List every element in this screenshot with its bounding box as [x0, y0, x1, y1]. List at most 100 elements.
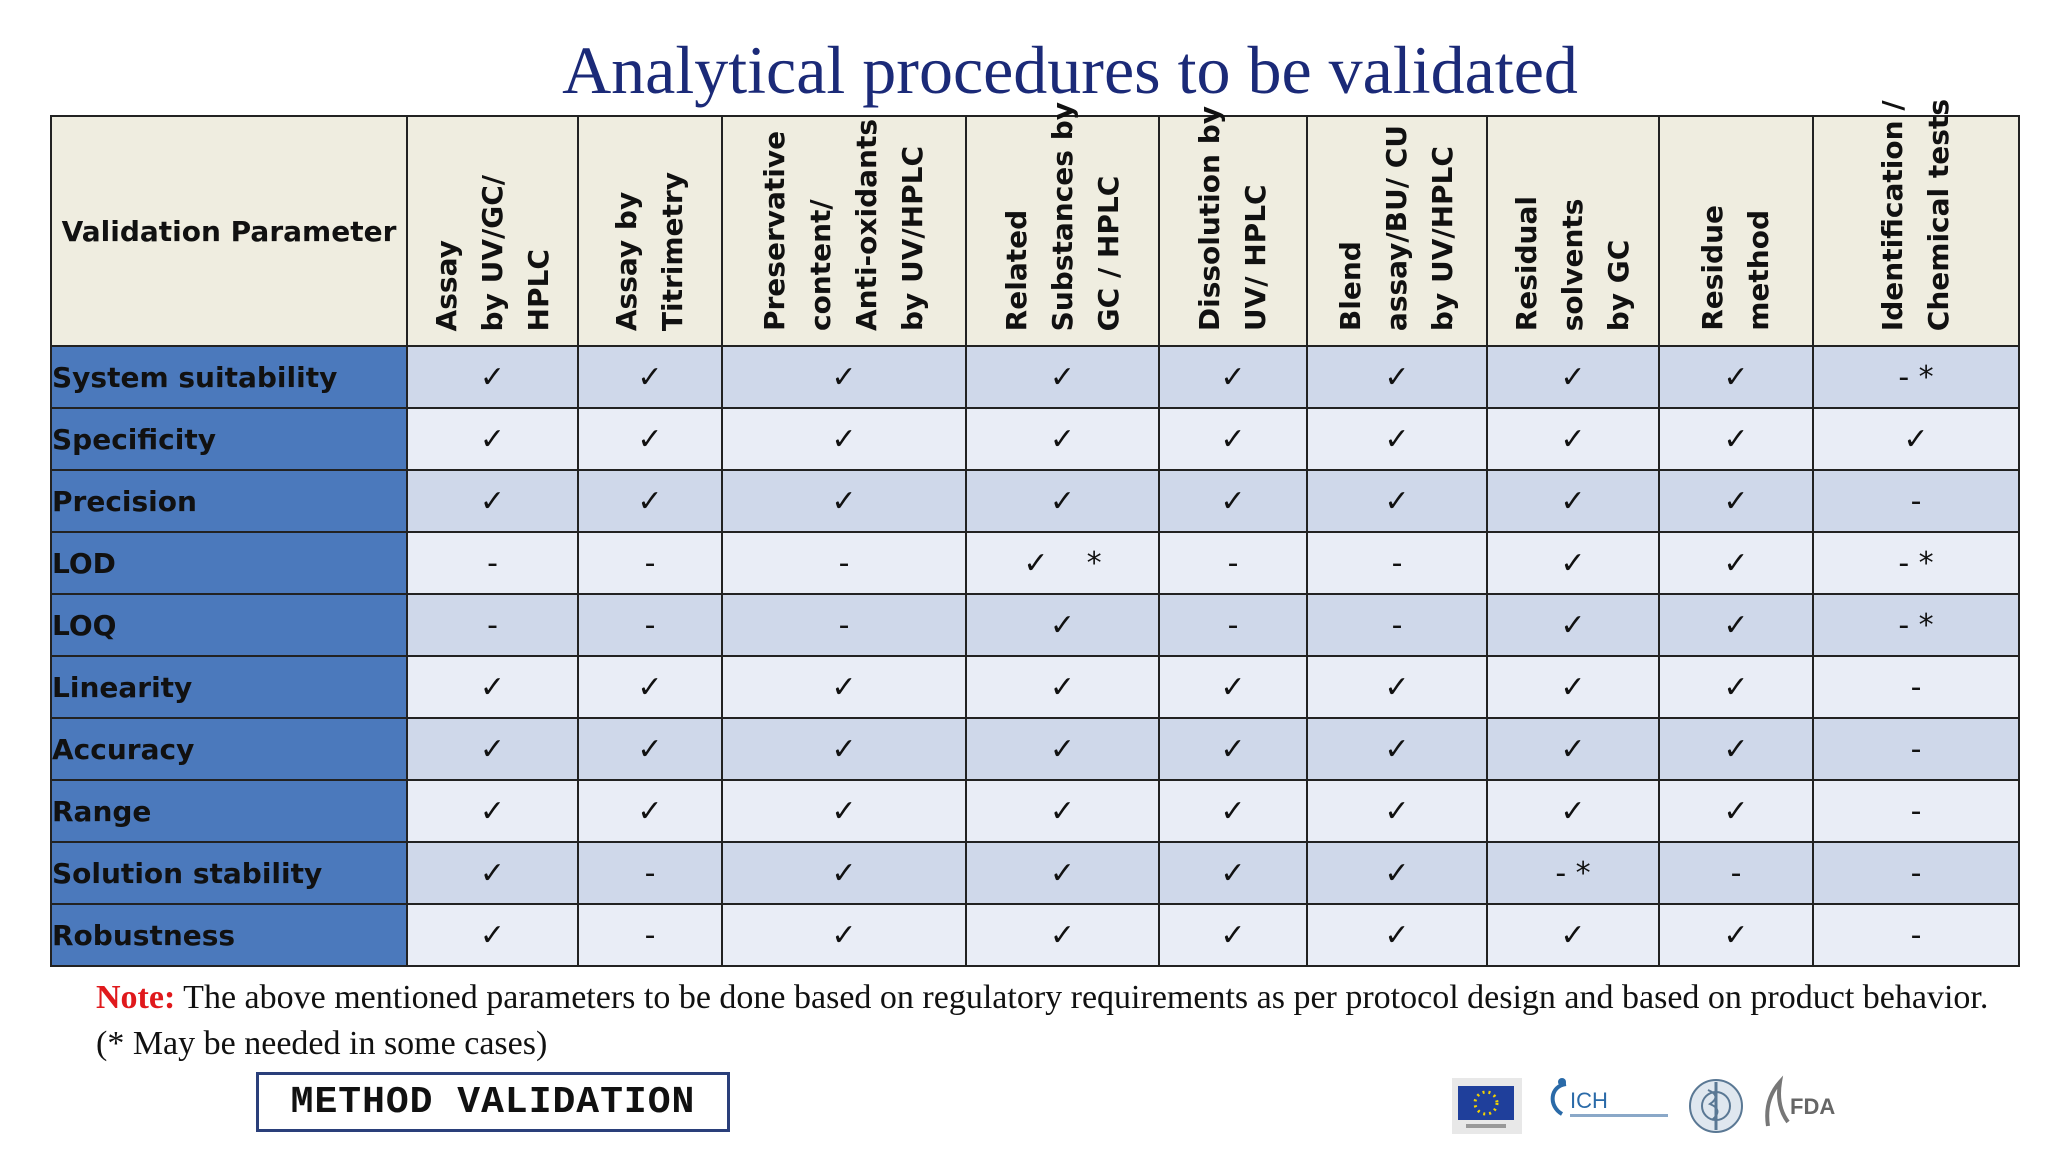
table-cell: ✓ — [1658, 345, 1814, 409]
table-cell: ✓ — [1306, 655, 1488, 719]
table-cell: ✓ — [721, 717, 967, 781]
table-cell: - — [406, 531, 579, 595]
table-cell: ✓ * — [965, 531, 1160, 595]
table-row: Accuracy ✓ ✓ ✓ ✓ ✓ ✓ ✓ ✓ - — [50, 717, 2020, 781]
note-label: Note: — [96, 979, 176, 1016]
table-cell: ✓ — [965, 903, 1160, 967]
table-cell: ✓ — [721, 407, 967, 471]
column-header-label: Blend assay/BU/ CU by UV/HPLC — [1334, 124, 1459, 331]
table-cell: ✓ — [577, 469, 723, 533]
column-header-label: Dissolution by UV/ HPLC — [1193, 105, 1272, 331]
table-cell: ✓ — [1812, 407, 2020, 471]
table-cell: - — [577, 593, 723, 657]
table-cell: ✓ — [721, 841, 967, 905]
table-cell: ✓ — [965, 717, 1160, 781]
table-cell: ✓ — [406, 841, 579, 905]
column-header: Blend assay/BU/ CU by UV/HPLC — [1306, 115, 1488, 347]
table-cell: - — [1158, 593, 1308, 657]
table-cell: ✓ — [965, 345, 1160, 409]
table-cell: ✓ — [1158, 841, 1308, 905]
table-cell: ✓ — [1658, 593, 1814, 657]
footnote: Note: The above mentioned parameters to … — [96, 975, 1996, 1067]
table-cell: - — [721, 593, 967, 657]
page-title: Analytical procedures to be validated — [562, 32, 1578, 108]
table-row: Solution stability ✓ - ✓ ✓ ✓ ✓ - * - - — [50, 841, 2020, 905]
table-cell: ✓ — [1658, 531, 1814, 595]
column-header: Preservative content/ Anti-oxidants by U… — [721, 115, 967, 347]
table-cell: - — [1812, 469, 2020, 533]
table-cell: - — [1306, 593, 1488, 657]
table-cell: ✓ — [1658, 903, 1814, 967]
table-cell: ✓ — [577, 717, 723, 781]
table-cell: ✓ — [1306, 469, 1488, 533]
table-cell: - — [1812, 779, 2020, 843]
table-row: Linearity ✓ ✓ ✓ ✓ ✓ ✓ ✓ ✓ - — [50, 655, 2020, 719]
parameter-label: LOQ — [50, 593, 408, 657]
table-cell: ✓ — [1486, 345, 1660, 409]
table-cell: ✓ — [1658, 655, 1814, 719]
table-cell: ✓ — [721, 469, 967, 533]
table-cell: ✓ — [721, 655, 967, 719]
table-cell: ✓ — [1486, 531, 1660, 595]
table-cell: ✓ — [1658, 717, 1814, 781]
table-cell: ✓ — [1306, 841, 1488, 905]
table-cell: ✓ — [1306, 717, 1488, 781]
column-header-label: Preservative content/ Anti-oxidants by U… — [758, 118, 929, 331]
parameter-label: Linearity — [50, 655, 408, 719]
table-cell: ✓ — [965, 841, 1160, 905]
table-cell: ✓ — [406, 469, 579, 533]
ich-logo-icon: ICH — [1550, 1078, 1668, 1117]
column-header: Assay by UV/GC/ HPLC — [406, 115, 579, 347]
column-header-label: Residual solvents by GC — [1510, 195, 1635, 331]
table-cell: ✓ — [1486, 469, 1660, 533]
table-cell: ✓ — [406, 655, 579, 719]
table-cell: - — [1812, 903, 2020, 967]
table-cell: ✓ — [1306, 345, 1488, 409]
table-cell: ✓ — [965, 469, 1160, 533]
table-cell: - — [1158, 531, 1308, 595]
table-cell: ✓ — [721, 903, 967, 967]
table-cell: ✓ — [965, 407, 1160, 471]
table-row: System suitability ✓ ✓ ✓ ✓ ✓ ✓ ✓ ✓ - * — [50, 345, 2020, 409]
table-cell: - * — [1812, 593, 2020, 657]
parameter-label: Accuracy — [50, 717, 408, 781]
table-cell: ✓ — [1658, 407, 1814, 471]
column-header-label: Related Substances by GC / HPLC — [999, 101, 1125, 331]
table-cell: - — [1812, 655, 2020, 719]
table-row: Robustness ✓ - ✓ ✓ ✓ ✓ ✓ ✓ - — [50, 903, 2020, 967]
table-row: LOQ - - - ✓ - - ✓ ✓ - * — [50, 593, 2020, 657]
parameter-label: Range — [50, 779, 408, 843]
table-row: Range ✓ ✓ ✓ ✓ ✓ ✓ ✓ ✓ - — [50, 779, 2020, 843]
table-cell: ✓ — [1158, 903, 1308, 967]
regulatory-logos: ICH FDA — [1452, 1075, 1835, 1134]
table-cell: ✓ — [1306, 779, 1488, 843]
table-cell: ✓ — [406, 717, 579, 781]
column-header: Assay by Titrimetry — [577, 115, 723, 347]
table-cell: ✓ — [1658, 469, 1814, 533]
table-cell: ✓ — [1158, 345, 1308, 409]
table-row: LOD - - - ✓ * - - ✓ ✓ - * — [50, 531, 2020, 595]
table-cell: - — [577, 531, 723, 595]
header-row: Validation Parameter Assay by UV/GC/ HPL… — [50, 99, 2020, 347]
table-cell: ✓ — [1486, 655, 1660, 719]
column-header-label: Identification / Chemical tests — [1876, 98, 1955, 331]
table-cell: - — [1812, 841, 2020, 905]
table-cell: ✓ — [577, 779, 723, 843]
column-header-label: Assay by Titrimetry — [610, 171, 689, 331]
table-cell: ✓ — [1486, 593, 1660, 657]
table-cell: ✓ — [1486, 717, 1660, 781]
eu-flag-icon — [1452, 1078, 1522, 1134]
table-cell: ✓ — [406, 407, 579, 471]
table-cell: - — [1812, 717, 2020, 781]
table-cell: ✓ — [1486, 407, 1660, 471]
parameter-label: Specificity — [50, 407, 408, 471]
who-emblem-icon — [1689, 1079, 1743, 1133]
table-cell: ✓ — [406, 779, 579, 843]
table-cell: ✓ — [965, 779, 1160, 843]
parameter-label: Precision — [50, 469, 408, 533]
table-cell: - — [577, 903, 723, 967]
table-cell: ✓ — [965, 593, 1160, 657]
table-cell: - * — [1486, 841, 1660, 905]
table-cell: ✓ — [577, 407, 723, 471]
fda-text: FDA — [1790, 1094, 1835, 1119]
